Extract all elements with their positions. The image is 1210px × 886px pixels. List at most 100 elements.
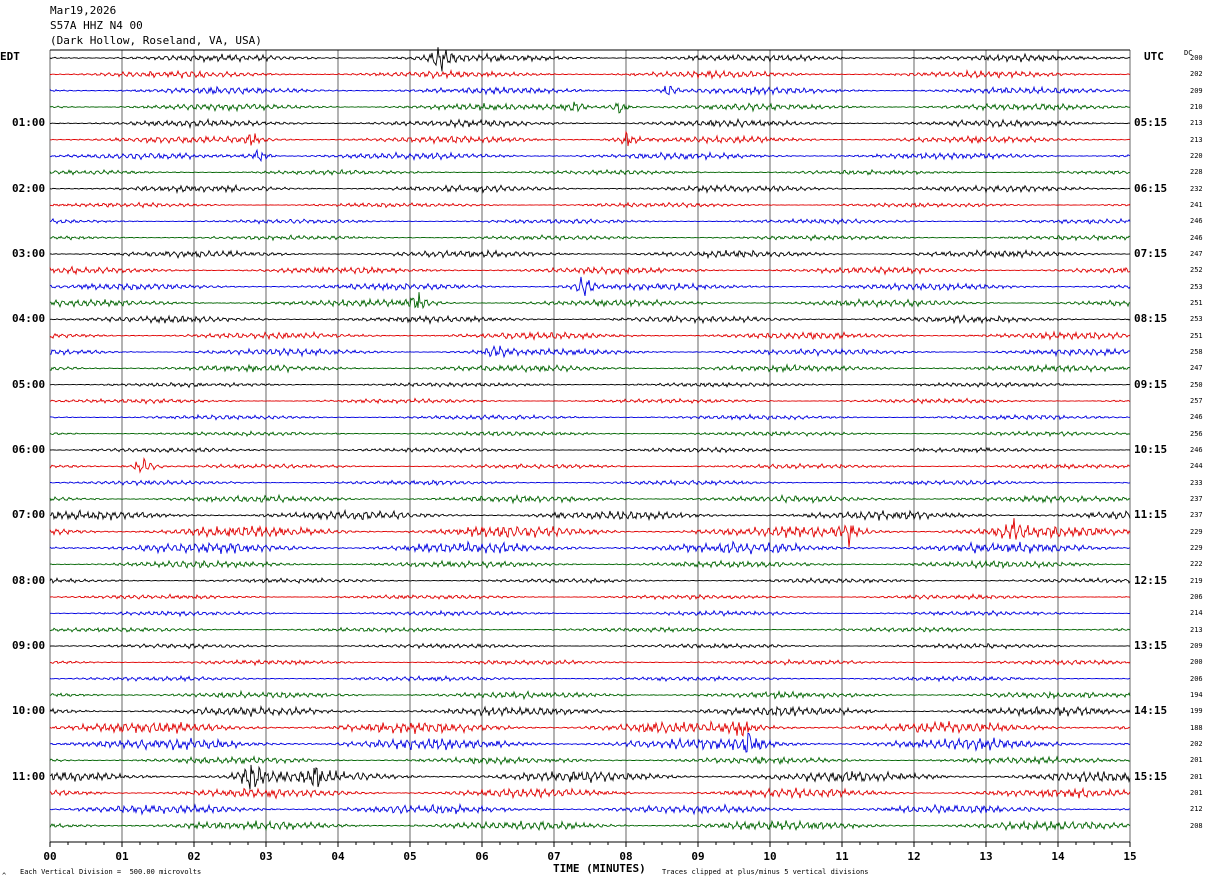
left-time-label: 08:00 bbox=[12, 573, 46, 587]
right-time-label: 15:15 bbox=[1134, 769, 1168, 783]
dc-offset: 213 bbox=[1190, 119, 1203, 128]
right-time-label: 08:15 bbox=[1134, 312, 1168, 326]
tick-label-13: 13 bbox=[979, 850, 992, 863]
x-axis-title: TIME (MINUTES) bbox=[553, 862, 646, 875]
trace-11 bbox=[49, 234, 1131, 242]
dc-offset: 252 bbox=[1190, 266, 1203, 275]
dc-offset: 209 bbox=[1190, 86, 1203, 95]
trace-25 bbox=[49, 456, 1131, 474]
trace-35 bbox=[49, 626, 1131, 634]
dc-offset: 246 bbox=[1190, 217, 1203, 226]
trace-45 bbox=[49, 786, 1131, 800]
trace-23 bbox=[49, 430, 1131, 438]
trace-20 bbox=[49, 381, 1131, 389]
trace-29 bbox=[49, 518, 1131, 548]
right-time-label: 12:15 bbox=[1134, 573, 1168, 587]
tick-label-12: 12 bbox=[907, 850, 920, 863]
trace-30 bbox=[49, 540, 1131, 555]
dc-offset: 246 bbox=[1190, 413, 1203, 422]
dc-offset: 246 bbox=[1190, 446, 1203, 454]
dc-offset: 251 bbox=[1190, 299, 1203, 307]
trace-28 bbox=[49, 508, 1131, 522]
dc-offset: 250 bbox=[1190, 380, 1203, 389]
dc-offset: 208 bbox=[1190, 821, 1203, 830]
tick-label-00: 00 bbox=[43, 850, 56, 863]
dc-offset: 258 bbox=[1190, 348, 1203, 356]
scale-note: Each Vertical Division = 500.00 microvol… bbox=[20, 868, 202, 876]
left-time-label: 01:00 bbox=[12, 116, 46, 130]
dc-offset: 199 bbox=[1190, 707, 1203, 716]
dc-offset: 202 bbox=[1190, 740, 1203, 748]
trace-27 bbox=[49, 493, 1131, 505]
trace-41 bbox=[49, 719, 1131, 737]
trace-40 bbox=[49, 705, 1131, 718]
corner-mark: ^ bbox=[2, 872, 7, 880]
header-location: (Dark Hollow, Roseland, VA, USA) bbox=[50, 34, 262, 47]
dc-offset: 257 bbox=[1190, 397, 1203, 405]
trace-43 bbox=[49, 755, 1131, 766]
right-time-label: 10:15 bbox=[1134, 443, 1168, 456]
trace-42 bbox=[49, 732, 1131, 753]
trace-24 bbox=[50, 446, 1131, 454]
right-time-label: 11:15 bbox=[1134, 508, 1168, 522]
trace-16 bbox=[49, 314, 1131, 325]
tick-label-08: 08 bbox=[619, 850, 632, 863]
header-station: S57A HHZ N4 00 bbox=[50, 19, 143, 32]
trace-33 bbox=[49, 593, 1131, 601]
trace-13 bbox=[49, 265, 1131, 276]
dc-offset: 237 bbox=[1190, 511, 1203, 520]
trace-12 bbox=[49, 248, 1131, 260]
trace-5 bbox=[49, 130, 1131, 147]
dc-offset: 228 bbox=[1190, 168, 1203, 177]
tick-label-15: 15 bbox=[1123, 850, 1136, 863]
minute-gridlines bbox=[49, 49, 1131, 843]
trace-22 bbox=[49, 413, 1131, 421]
dc-offset: 247 bbox=[1190, 364, 1203, 373]
clip-note: Traces clipped at plus/minus 5 vertical … bbox=[662, 868, 869, 876]
trace-37 bbox=[50, 658, 1131, 667]
dc-offset: 202 bbox=[1190, 70, 1203, 79]
dc-offset: 253 bbox=[1190, 282, 1203, 291]
dc-offset: 251 bbox=[1190, 331, 1203, 340]
right-time-label: 07:15 bbox=[1134, 247, 1168, 260]
tick-label-11: 11 bbox=[835, 850, 849, 863]
trace-9 bbox=[49, 201, 1131, 209]
trace-19 bbox=[49, 363, 1131, 374]
trace-0 bbox=[49, 47, 1131, 72]
dc-offset: 222 bbox=[1190, 560, 1203, 569]
dc-offset: 210 bbox=[1190, 103, 1203, 111]
dc-offset: 219 bbox=[1190, 576, 1203, 585]
dc-offset: 229 bbox=[1190, 527, 1203, 536]
trace-15 bbox=[49, 292, 1131, 310]
trace-8 bbox=[49, 183, 1131, 195]
left-time-label: 04:00 bbox=[12, 312, 46, 326]
tick-label-02: 02 bbox=[187, 850, 200, 863]
dc-offset: 247 bbox=[1190, 250, 1203, 258]
left-time-label: 03:00 bbox=[12, 247, 46, 260]
trace-31 bbox=[49, 559, 1131, 570]
dc-offset: 188 bbox=[1190, 723, 1203, 732]
right-time-label: 06:15 bbox=[1134, 181, 1168, 195]
dc-offset: 244 bbox=[1190, 462, 1203, 471]
trace-47 bbox=[49, 819, 1131, 832]
trace-21 bbox=[49, 397, 1131, 405]
left-time-label: 09:00 bbox=[12, 639, 46, 652]
trace-44 bbox=[49, 764, 1131, 790]
dc-offset: 194 bbox=[1190, 691, 1203, 699]
left-time-label: 10:00 bbox=[12, 704, 46, 718]
right-time-label: 09:15 bbox=[1134, 377, 1168, 391]
tick-label-09: 09 bbox=[691, 850, 704, 863]
trace-39 bbox=[49, 689, 1131, 701]
left-axis-label: EDT bbox=[0, 50, 20, 63]
dc-offset: 229 bbox=[1190, 544, 1203, 552]
seismic-traces bbox=[49, 47, 1131, 832]
trace-36 bbox=[49, 642, 1131, 650]
trace-26 bbox=[49, 479, 1131, 487]
dc-offset: 256 bbox=[1190, 429, 1203, 438]
trace-18 bbox=[50, 345, 1131, 359]
dc-offset: 201 bbox=[1190, 756, 1203, 765]
trace-14 bbox=[49, 276, 1131, 296]
trace-4 bbox=[49, 117, 1131, 130]
dc-offset: 200 bbox=[1190, 54, 1203, 62]
dc-offset: 253 bbox=[1190, 315, 1203, 324]
